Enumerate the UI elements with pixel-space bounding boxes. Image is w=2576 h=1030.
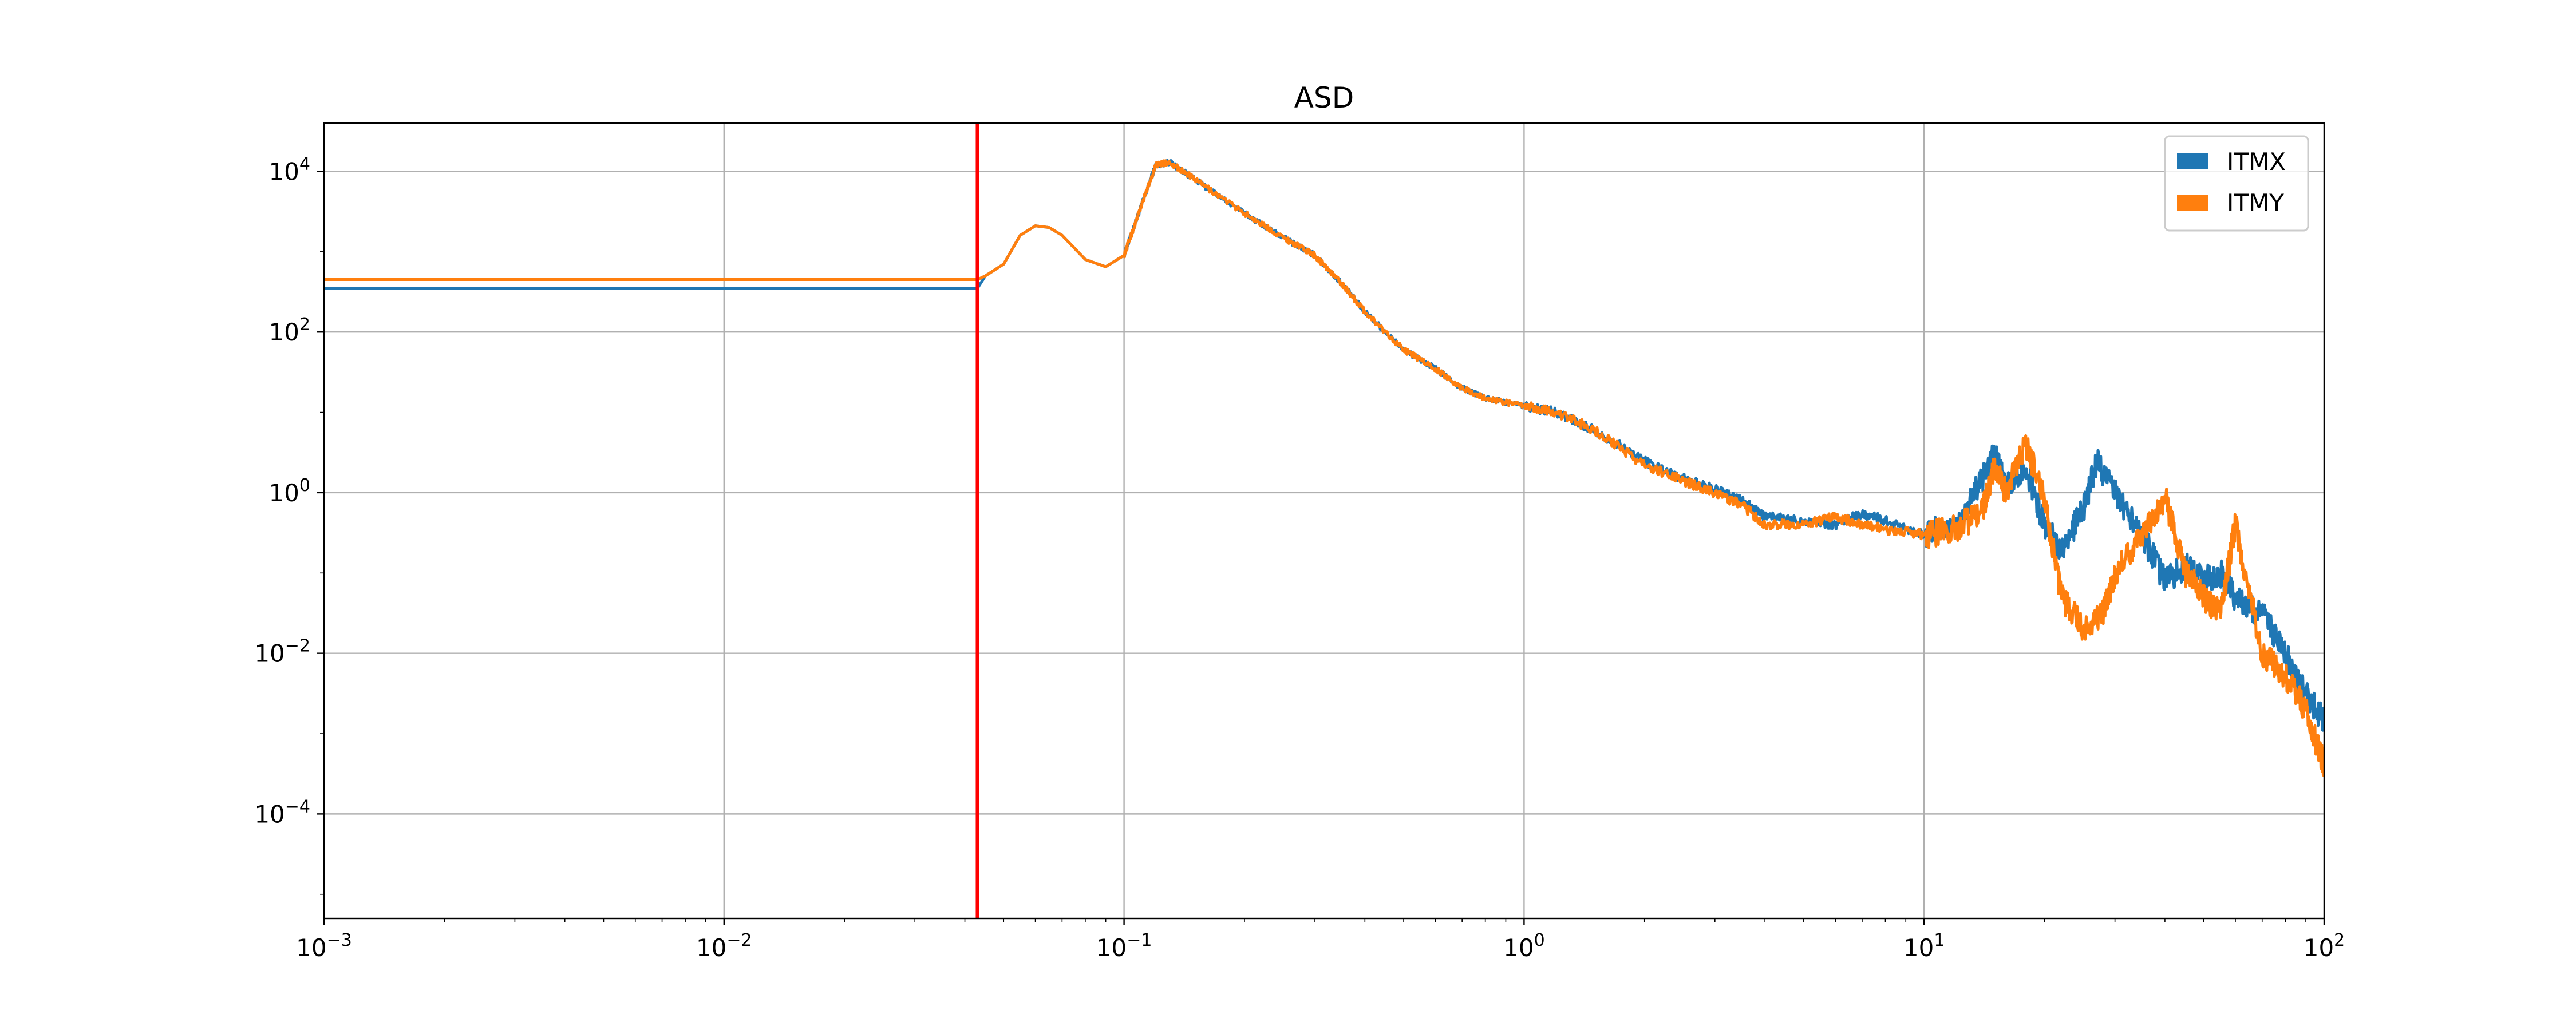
legend-label-itmx: ITMX [2227,148,2286,176]
x-tick-label: 10−2 [696,930,752,962]
x-tick-labels: 10−3 10−2 10−1 100 101 102 [296,930,2345,962]
x-tick-label: 101 [1903,930,1945,962]
y-tick-label: 10−2 [254,636,310,668]
x-tick-label: 10−3 [296,930,352,962]
series-layer [324,159,2324,777]
chart-title: ASD [1294,81,1354,114]
y-tick-label: 104 [268,154,310,186]
minor-ticks [317,171,2325,925]
plot-frame [323,122,2325,920]
series-line-itmy [324,159,2324,777]
y-tick-label: 10−4 [254,797,310,828]
legend-swatch-itmy [2177,195,2208,211]
y-tick-labels: 10−4 10−2 100 102 104 [254,154,310,829]
legend: ITMX ITMY [2164,135,2309,232]
legend-swatch-itmx [2177,153,2208,169]
y-tick-label: 102 [268,315,310,346]
y-tick-label: 100 [268,476,310,507]
x-tick-label: 100 [1503,930,1545,962]
legend-label-itmy: ITMY [2227,189,2284,217]
x-tick-label: 10−1 [1096,930,1152,962]
x-tick-label: 102 [2304,930,2345,962]
